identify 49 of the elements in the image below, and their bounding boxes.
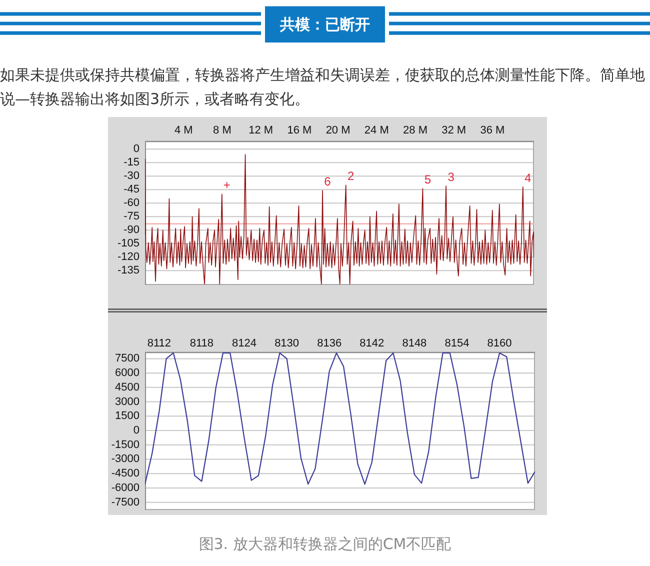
x-tick-label: 8118	[190, 338, 214, 350]
y-tick-label: -1500	[111, 438, 140, 451]
x-tick-label: 8 M	[213, 124, 232, 136]
y-tick-label: -15	[124, 156, 140, 169]
x-tick-label: 4 M	[174, 124, 193, 136]
y-tick-label: -4500	[111, 468, 140, 480]
y-tick-label: -90	[124, 224, 140, 236]
x-tick-label: 24 M	[364, 124, 389, 136]
y-tick-label: 1500	[115, 410, 140, 422]
y-tick-label: 4500	[115, 381, 140, 394]
y-tick-label: -135	[117, 264, 140, 277]
y-tick-label: -75	[124, 210, 140, 223]
x-tick-label: 36 M	[480, 124, 505, 136]
y-tick-label: -7500	[111, 496, 140, 508]
x-tick-label: 8130	[274, 338, 300, 350]
x-tick-label: 8160	[487, 338, 512, 350]
x-tick-label: 8112	[147, 338, 172, 350]
y-tick-label: 0	[133, 424, 140, 437]
annotation: +	[223, 178, 230, 192]
line-series	[145, 154, 534, 284]
x-tick-label: 28 M	[403, 124, 428, 136]
x-tick-label: 8154	[444, 338, 470, 350]
y-tick-label: 3000	[115, 396, 140, 408]
y-tick-label: 7500	[115, 352, 140, 365]
y-tick-label: -6000	[111, 482, 140, 494]
x-tick-label: 12 M	[248, 124, 274, 136]
chart-subtitle: 如果未提供或保持共模偏置，转换器将产生增益和失调误差，使获取的总体测量性能下降。简单地说—转换器输出将如图3所示，或者略有变化。	[0, 65, 645, 110]
y-tick-label: -3000	[111, 453, 140, 466]
x-tick-label: 8142	[360, 338, 384, 350]
annotation: 6	[324, 174, 332, 188]
x-tick-label: 8148	[402, 338, 427, 350]
x-tick-label: 32 M	[442, 124, 466, 136]
y-tick-label: -60	[124, 197, 140, 210]
caption: 图3. 放大器和转换器之间的CM不匹配	[198, 535, 452, 553]
x-tick-label: 8124	[232, 338, 257, 350]
y-tick-label: 0	[133, 143, 140, 156]
chart-title: 共模：已断开	[279, 16, 370, 34]
x-tick-label: 20 M	[326, 124, 350, 136]
y-tick-label: -105	[117, 238, 140, 250]
y-tick-label: 6000	[115, 367, 140, 380]
annotation: 2	[348, 169, 355, 184]
x-tick-label: 8136	[317, 338, 342, 350]
y-tick-label: -45	[124, 184, 140, 196]
y-tick-label: -120	[117, 251, 140, 264]
annotation: 3	[448, 170, 455, 184]
annotation: 5	[424, 172, 432, 187]
annotation: 4	[524, 170, 532, 185]
x-tick-label: 16 M	[287, 124, 312, 136]
y-tick-label: -30	[124, 170, 140, 182]
